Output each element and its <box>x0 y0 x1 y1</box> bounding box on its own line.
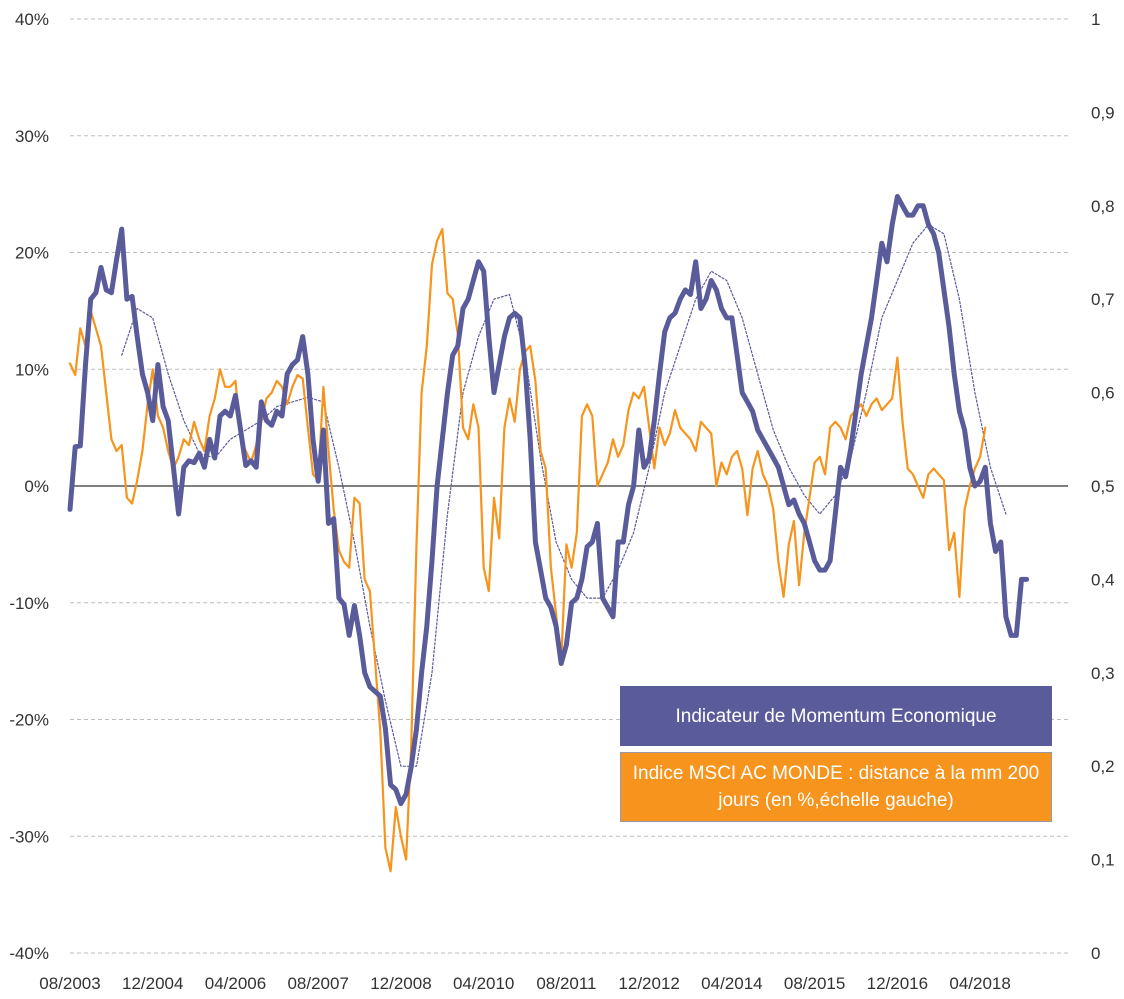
right-tick-label: 0 <box>1091 944 1100 963</box>
x-tick-label: 12/2012 <box>618 974 679 993</box>
x-tick-label: 12/2004 <box>122 974 183 993</box>
left-tick-label: 10% <box>15 360 49 379</box>
right-tick-label: 0,8 <box>1091 197 1115 216</box>
x-tick-label: 04/2014 <box>701 974 762 993</box>
right-tick-label: 0,2 <box>1091 757 1115 776</box>
x-tick-label: 08/2011 <box>536 974 596 993</box>
x-tick-label: 08/2003 <box>39 974 100 993</box>
series-line-msci <box>68 228 987 873</box>
legend-msci: Indice MSCI AC MONDE : distance à la mm … <box>620 752 1052 822</box>
legend-momentum: Indicateur de Momentum Economique <box>620 686 1052 746</box>
right-tick-label: 0,5 <box>1091 477 1115 496</box>
x-tick-label: 08/2015 <box>784 974 845 993</box>
legend-msci-label: Indice MSCI AC MONDE : distance à la mm … <box>632 763 1040 811</box>
right-tick-label: 0,4 <box>1091 570 1115 589</box>
left-tick-label: -40% <box>9 944 49 963</box>
right-tick-label: 0,3 <box>1091 664 1115 683</box>
series-line-momentum <box>67 194 1030 807</box>
x-tick-label: 04/2006 <box>205 974 266 993</box>
left-tick-label: 20% <box>15 244 49 263</box>
series-line-momentum-trend <box>121 223 1007 767</box>
left-tick-label: 40% <box>15 10 49 29</box>
left-tick-label: -30% <box>9 827 49 846</box>
x-tick-label: 08/2007 <box>287 974 348 993</box>
left-tick-label: 0% <box>24 477 49 496</box>
x-tick-label: 04/2018 <box>949 974 1010 993</box>
x-tick-label: 12/2008 <box>370 974 431 993</box>
x-tick-label: 04/2010 <box>453 974 514 993</box>
right-tick-label: 0,9 <box>1091 103 1115 122</box>
right-tick-label: 0,1 <box>1091 851 1115 870</box>
left-tick-label: 30% <box>15 127 49 146</box>
right-tick-label: 0,6 <box>1091 384 1115 403</box>
left-tick-label: -10% <box>9 594 49 613</box>
x-tick-label: 12/2016 <box>867 974 928 993</box>
right-tick-label: 0,7 <box>1091 290 1115 309</box>
right-tick-label: 1 <box>1091 10 1100 29</box>
legend-momentum-label: Indicateur de Momentum Economique <box>675 705 997 727</box>
left-tick-label: -20% <box>9 711 49 730</box>
